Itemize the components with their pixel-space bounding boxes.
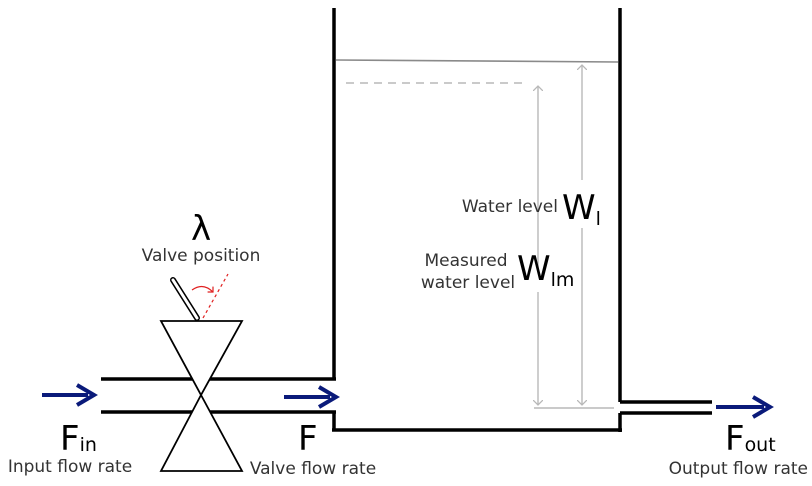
- valve-position-label: Valve position: [142, 246, 261, 266]
- lambda-symbol: λ: [191, 209, 211, 249]
- input-flow-arrow-head: [75, 383, 98, 407]
- output-flow-symbol: Fout: [725, 419, 776, 459]
- f-in-main: F: [60, 419, 80, 459]
- measured-label-line1: Measured: [424, 251, 507, 271]
- input-flow-symbol: Fin: [60, 419, 97, 459]
- valve-angle-reference: [202, 273, 229, 319]
- valve-flow-arrow: [284, 385, 340, 409]
- f-out-main: F: [725, 419, 745, 459]
- f-in-sub: in: [80, 434, 97, 456]
- wlm-main: W: [517, 249, 551, 289]
- input-flow-arrow: [42, 383, 98, 407]
- wlm-sub: lm: [551, 269, 575, 291]
- wl-main: W: [562, 188, 596, 228]
- output-flow-arrow: [716, 395, 774, 419]
- output-flow-label: Output flow rate: [669, 459, 808, 479]
- output-flow-arrow-head: [751, 395, 774, 419]
- valve-upper-triangle: [159, 320, 244, 397]
- valve-flow-arrow-head: [317, 385, 340, 409]
- valve-flow-symbol: F: [298, 419, 318, 459]
- water-level-symbol: Wl: [562, 188, 601, 230]
- valve-angle-arc: [191, 285, 213, 292]
- valve-stem-fill: [171, 278, 199, 320]
- water-surface-line: [335, 59, 619, 63]
- valve-lower-triangle: [159, 393, 244, 472]
- tank: [332, 8, 622, 432]
- outlet-pipe: [620, 400, 712, 415]
- f-out-sub: out: [745, 434, 776, 456]
- input-flow-label: Input flow rate: [8, 457, 132, 477]
- inlet-pipe: [101, 377, 336, 414]
- measured-level-symbol: Wlm: [517, 249, 574, 291]
- wl-sub: l: [596, 208, 601, 230]
- valve: [159, 273, 244, 472]
- valve-flow-label: Valve flow rate: [250, 459, 376, 479]
- measured-label-line2: water level: [421, 273, 515, 293]
- water-level-label: Water level: [462, 197, 558, 217]
